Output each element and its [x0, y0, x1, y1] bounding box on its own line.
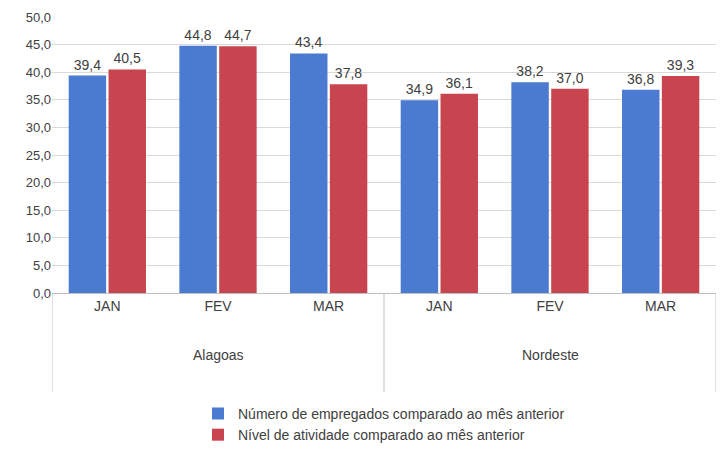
svg-text:0,0: 0,0 — [33, 286, 51, 301]
svg-text:MAR: MAR — [313, 298, 344, 314]
svg-text:Nordeste: Nordeste — [522, 347, 579, 363]
svg-text:37,0: 37,0 — [556, 70, 583, 86]
svg-text:38,2: 38,2 — [516, 63, 543, 79]
svg-text:10,0: 10,0 — [26, 230, 51, 245]
svg-text:Alagoas: Alagoas — [193, 347, 244, 363]
svg-text:44,8: 44,8 — [184, 27, 211, 43]
svg-text:44,7: 44,7 — [224, 27, 251, 43]
svg-text:39,4: 39,4 — [74, 57, 101, 73]
svg-text:JAN: JAN — [94, 298, 120, 314]
svg-text:40,0: 40,0 — [26, 65, 51, 80]
svg-text:30,0: 30,0 — [26, 120, 51, 135]
svg-text:15,0: 15,0 — [26, 203, 51, 218]
svg-text:25,0: 25,0 — [26, 148, 51, 163]
svg-text:36,8: 36,8 — [627, 71, 654, 87]
svg-text:MAR: MAR — [645, 298, 676, 314]
svg-text:Nível de atividade comparado a: Nível de atividade comparado ao mês ante… — [238, 427, 525, 443]
svg-text:39,3: 39,3 — [667, 57, 694, 73]
svg-text:Número de empregados comparado: Número de empregados comparado ao mês an… — [238, 406, 564, 422]
svg-text:43,4: 43,4 — [295, 34, 322, 50]
svg-text:34,9: 34,9 — [406, 81, 433, 97]
svg-text:45,0: 45,0 — [26, 37, 51, 52]
svg-text:37,8: 37,8 — [335, 65, 362, 81]
svg-text:5,0: 5,0 — [33, 258, 51, 273]
svg-text:JAN: JAN — [426, 298, 452, 314]
svg-text:20,0: 20,0 — [26, 175, 51, 190]
svg-text:FEV: FEV — [536, 298, 564, 314]
svg-text:FEV: FEV — [204, 298, 232, 314]
svg-text:50,0: 50,0 — [26, 10, 51, 25]
svg-text:36,1: 36,1 — [446, 75, 473, 91]
svg-text:40,5: 40,5 — [114, 50, 141, 66]
svg-text:35,0: 35,0 — [26, 92, 51, 107]
